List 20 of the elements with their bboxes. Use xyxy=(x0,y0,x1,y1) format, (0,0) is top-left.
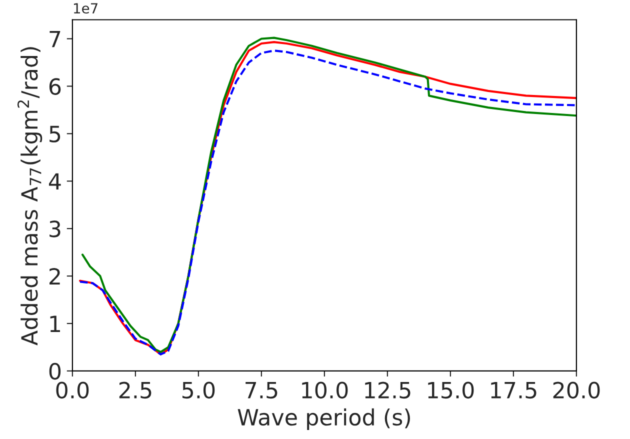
x-tick-label: 15.0 xyxy=(428,382,474,399)
y-tick-label: 2 xyxy=(50,268,60,284)
x-tick-label: 5.0 xyxy=(182,382,215,399)
x-tick-label: 0.0 xyxy=(56,382,89,399)
text: 1e7 xyxy=(74,3,98,14)
x-tick-label: 20.0 xyxy=(553,382,600,399)
x-tick-label: 7.5 xyxy=(246,382,278,399)
y-tick-label: 3 xyxy=(50,220,60,238)
y-tick-label: 0 xyxy=(49,362,61,380)
y-tick-label: 5 xyxy=(50,126,60,142)
x-tick-label: 10.0 xyxy=(302,382,348,399)
x-tick-label: 2.5 xyxy=(119,382,152,399)
x-tick-label: 12.5 xyxy=(365,382,410,399)
x-tick-label: 17.5 xyxy=(491,382,536,399)
y-tick-label: 6 xyxy=(49,78,61,95)
y-axis-title: Added mass A$_{77}$(kgm$^{2}$/rad) xyxy=(17,47,42,346)
y-tick-label: 4 xyxy=(48,173,61,190)
y-tick-label: 7 xyxy=(50,30,60,48)
y-tick-label: 1 xyxy=(50,316,60,332)
x-axis-title: Wave period (s) xyxy=(238,408,410,430)
